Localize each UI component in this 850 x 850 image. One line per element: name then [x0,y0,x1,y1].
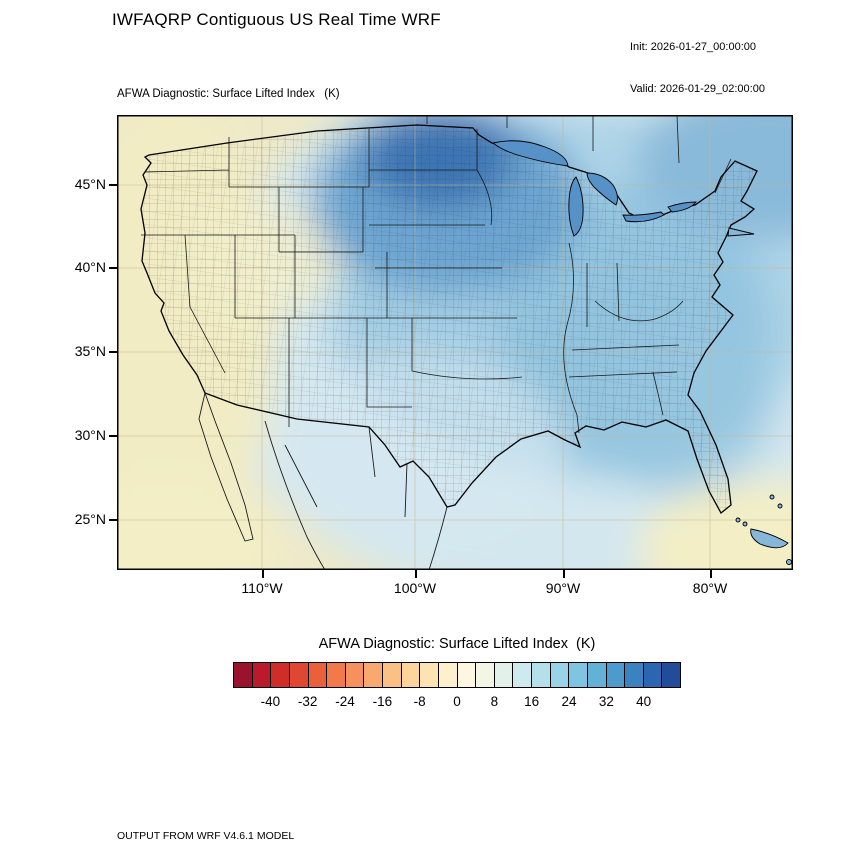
colorbar-tick-label: 24 [561,694,577,709]
lat-axis-tick [109,435,117,437]
lon-axis-tick [262,570,264,578]
colorbar-cell [569,663,588,687]
colorbar-cell [643,663,663,687]
colorbar-tick-label: 16 [524,694,540,709]
colorbar-cell [364,663,383,687]
colorbar-cell [420,663,439,687]
colorbar-tick-label: 40 [636,694,652,709]
colorbar-cell [476,663,495,687]
lat-tick-label: 45°N [74,176,106,192]
colorbar-tick-label: -40 [260,694,281,709]
colorbar-cell [494,663,514,687]
great-lakes [491,140,697,237]
init-valid-block: Init: 2026-01-27_00:00:00 Valid: 2026-01… [630,12,765,124]
lon-axis-tick [563,570,565,578]
lat-tick-label: 25°N [74,511,106,527]
lon-tick-label: 100°W [393,580,437,596]
islands [727,227,792,565]
colorbar-tick-label: 8 [490,694,499,709]
colorbar-cell [383,663,402,687]
colorbar-cell [345,663,365,687]
colorbar-cell [327,663,346,687]
lon-tick-label: 80°W [692,580,728,596]
map-frame [117,115,793,570]
colorbar-cell [401,663,421,687]
colorbar-tick-label: 0 [453,694,461,709]
lat-tick-label: 40°N [74,259,106,275]
lat-axis-tick [109,184,117,186]
state-borders [141,129,684,434]
colorbar-tick-label: -8 [413,694,426,709]
conus-map [117,115,793,570]
lon-tick-label: 90°W [545,580,581,596]
lat-axis-tick [109,519,117,521]
colorbar-cell [532,663,551,687]
canada-borders [426,115,732,194]
colorbar-title: AFWA Diagnostic: Surface Lifted Index (K… [318,636,596,652]
colorbar-tick-label: 32 [598,694,614,709]
model-info-line1: OUTPUT FROM WRF V4.6.1 MODEL [117,830,295,842]
colorbar-cell [438,663,458,687]
lat-axis-tick [109,351,117,353]
colorbar-cell [289,663,309,687]
model-info-block: OUTPUT FROM WRF V4.6.1 MODEL WE = 580 ; … [117,804,530,850]
colorbar-cell [625,663,644,687]
colorbar-cell [587,663,607,687]
valid-time: Valid: 2026-01-29_02:00:00 [630,83,765,95]
colorbar-cell [550,663,570,687]
colorbar-cell [513,663,532,687]
lat-axis-tick [109,267,117,269]
map-border [117,115,793,570]
lon-axis-tick [415,570,417,578]
colorbar [233,662,681,688]
mexico-borders [198,391,448,570]
colorbar-tick-label: -32 [297,694,318,709]
lat-tick-label: 30°N [74,427,106,443]
colorbar-cell [234,663,253,687]
lon-tick-label: 110°W [241,580,283,596]
colorbar-cell [662,663,680,687]
colorbar-tick-label: -24 [335,694,355,709]
lon-axis-tick [710,570,712,578]
init-time: Init: 2026-01-27_00:00:00 [630,41,756,53]
colorbar-cell [457,663,477,687]
colorbar-cell [606,663,626,687]
colorbar-cell [271,663,290,687]
page-title: IWFAQRP Contiguous US Real Time WRF [112,10,441,29]
map-canvas [117,115,793,570]
colorbar-tick-label: -16 [372,694,393,709]
colorbar-cell [252,663,272,687]
colorbar-tick-labels: -40 -32 -24 -16 -8 0 8 16 24 32 40 [233,694,681,712]
map-subtitle: AFWA Diagnostic: Surface Lifted Index (K… [117,88,340,100]
lat-tick-label: 35°N [74,343,106,359]
colorbar-cell [308,663,328,687]
